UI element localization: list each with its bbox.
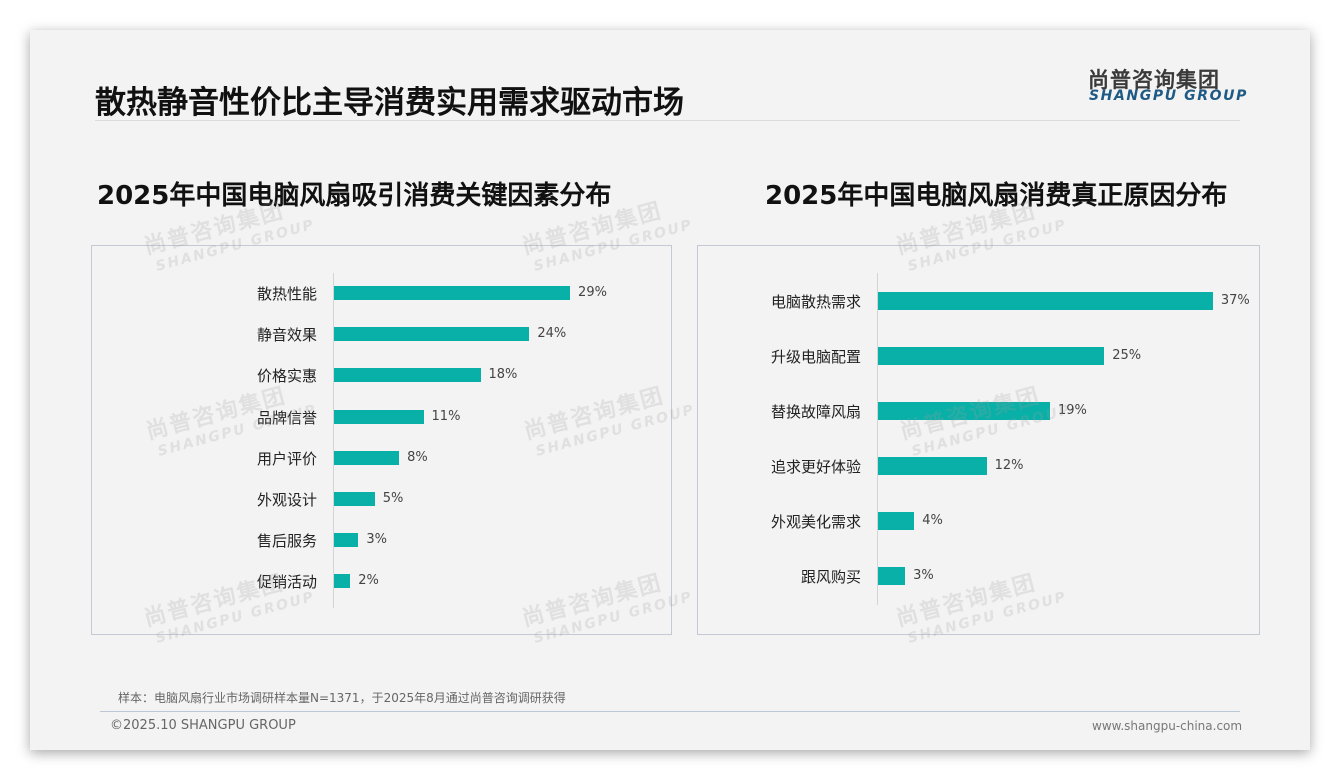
value-label: 3%: [366, 532, 388, 548]
value-label: 3%: [913, 568, 934, 583]
category-label: 跟风购买: [800, 568, 861, 586]
category-label: 促销活动: [256, 573, 317, 592]
sample-note: 样本：电脑风扇行业市场调研样本量N=1371，于2025年8月通过尚普咨询调研获…: [118, 691, 566, 705]
title-divider: [95, 120, 1240, 121]
bar: [334, 533, 359, 548]
category-label: 追求更好体验: [770, 458, 861, 476]
value-label: 18%: [488, 367, 518, 383]
value-label: 19%: [1057, 403, 1087, 418]
bar: [334, 492, 375, 506]
value-label: 11%: [431, 408, 461, 424]
value-label: 8%: [407, 449, 428, 465]
bar: [334, 368, 481, 383]
bar: [334, 327, 530, 342]
left-chart-box: [91, 245, 672, 635]
category-label: 散热性能: [256, 285, 317, 303]
right-chart-title: 2025年中国电脑风扇消费真正原因分布: [765, 181, 1228, 211]
value-label: 37%: [1220, 293, 1250, 308]
category-label: 替换故障风扇: [770, 403, 861, 421]
left-chart-axis: [333, 273, 334, 608]
left-chart-title: 2025年中国电脑风扇吸引消费关键因素分布: [97, 181, 612, 211]
value-label: 12%: [994, 458, 1024, 473]
bar: [334, 574, 351, 589]
bar: [334, 450, 400, 465]
page-title: 散热静音性价比主导消费实用需求驱动市场: [95, 85, 684, 121]
category-label: 静音效果: [256, 326, 317, 345]
slide: 散热静音性价比主导消费实用需求驱动市场 尚普咨询集团 SHANGPU GROUP…: [30, 30, 1310, 750]
bar: [334, 409, 424, 424]
logo-en: SHANGPU GROUP: [1089, 88, 1248, 104]
copyright: ©2025.10 SHANGPU GROUP: [110, 718, 296, 733]
category-label: 售后服务: [256, 532, 317, 551]
bar: [878, 347, 1105, 365]
value-label: 5%: [382, 491, 404, 506]
bar: [878, 402, 1050, 420]
category-label: 电脑散热需求: [770, 293, 861, 311]
website-link[interactable]: www.shangpu-china.com: [1092, 719, 1243, 733]
bar: [878, 292, 1213, 310]
value-label: 4%: [922, 513, 943, 528]
bar: [878, 457, 987, 475]
bar: [878, 567, 906, 585]
value-label: 2%: [358, 573, 379, 589]
category-label: 用户评价: [256, 449, 317, 468]
category-label: 价格实惠: [256, 367, 317, 386]
right-chart-axis: [877, 273, 878, 605]
category-label: 升级电脑配置: [770, 348, 861, 366]
category-label: 外观美化需求: [770, 513, 861, 531]
category-label: 外观设计: [256, 491, 317, 509]
right-chart-box: [697, 245, 1260, 635]
bar: [878, 512, 915, 530]
bar: [334, 286, 571, 300]
footer-divider: [100, 711, 1240, 712]
value-label: 29%: [578, 285, 607, 300]
value-label: 25%: [1112, 348, 1142, 363]
logo-cn: 尚普咨询集团: [1088, 68, 1220, 92]
category-label: 品牌信誉: [256, 408, 317, 427]
value-label: 24%: [537, 326, 567, 342]
